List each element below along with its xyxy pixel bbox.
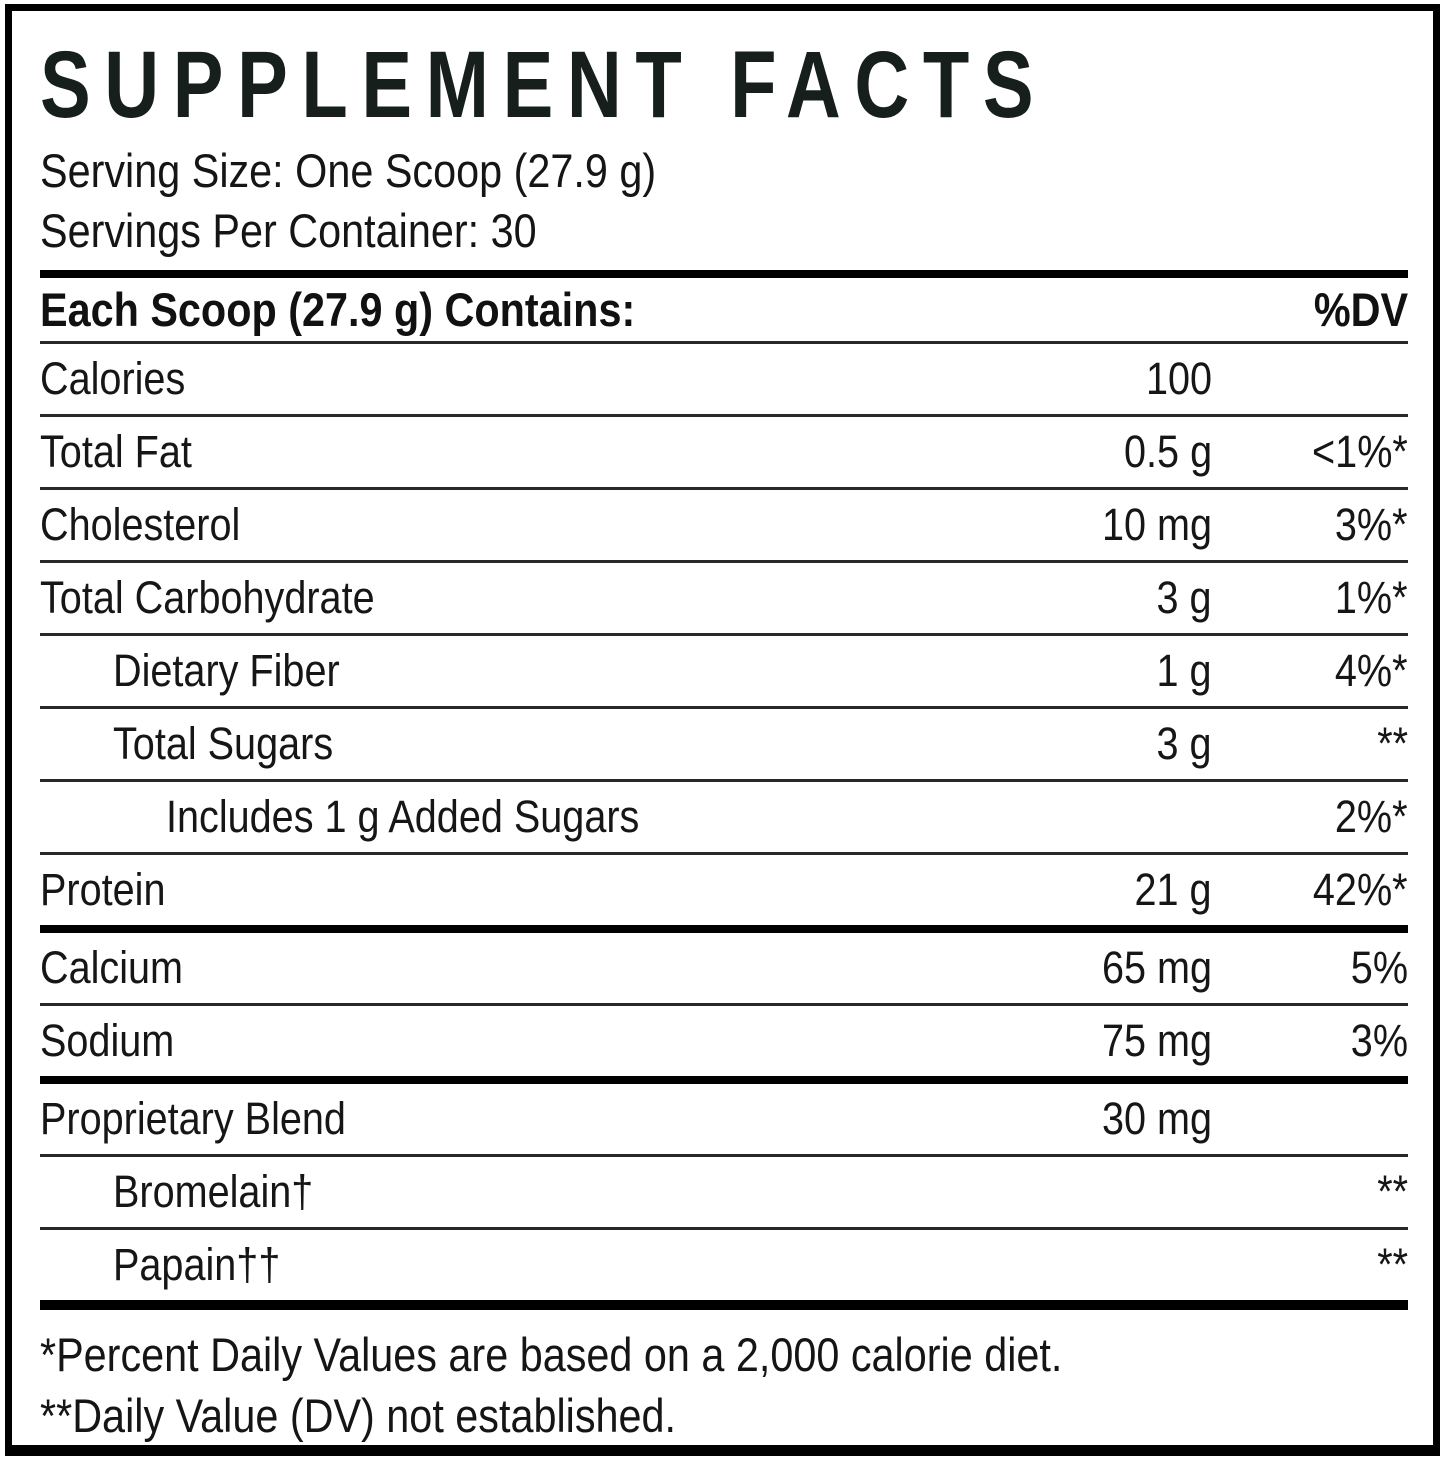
serving-size-text: Serving Size: One Scoop (27.9 g) (40, 144, 657, 197)
row-divider (40, 1003, 1408, 1006)
nutrient-amount: 30 mg (1101, 1093, 1212, 1144)
nutrient-dv: 3%* (1335, 499, 1408, 550)
nutrient-name: Total Sugars (113, 718, 334, 769)
nutrient-name: Cholesterol (40, 499, 241, 550)
row-divider (40, 414, 1408, 417)
nutrient-amount (975, 1166, 1212, 1218)
facts-header-left: Each Scoop (27.9 g) Contains: (40, 283, 636, 336)
supplement-facts-panel: SUPPLEMENT FACTS Serving Size: One Scoop… (5, 4, 1440, 1456)
nutrient-dv (1212, 1093, 1408, 1145)
nutrient-amount (975, 1239, 1212, 1291)
nutrient-dv: 2%* (1335, 791, 1408, 842)
nutrient-dv: ** (1377, 1166, 1408, 1217)
nutrient-name: Dietary Fiber (113, 645, 340, 696)
percent-dv-header: %DV (1313, 283, 1408, 336)
row-divider (40, 1227, 1408, 1230)
nutrient-amount (975, 791, 1212, 843)
nutrient-dv: 3% (1350, 1015, 1408, 1066)
nutrient-name: Total Fat (40, 426, 192, 477)
supplement-facts-title: SUPPLEMENT FACTS (40, 31, 1048, 138)
row-divider (40, 779, 1408, 782)
nutrient-amount: 3 g (1156, 718, 1212, 769)
nutrient-name: Papain†† (113, 1239, 281, 1290)
row-divider (40, 633, 1408, 636)
nutrient-name: Bromelain† (113, 1166, 314, 1217)
nutrient-name: Calories (40, 353, 186, 404)
nutrient-name: Total Carbohydrate (40, 572, 375, 623)
nutrient-dv (1212, 353, 1408, 405)
nutrient-amount: 0.5 g (1123, 426, 1212, 477)
section-divider (40, 270, 1408, 278)
table-row: Includes 1 g Added Sugars 2%* (40, 782, 1408, 852)
table-row: Bromelain† ** (40, 1157, 1408, 1227)
nutrient-amount: 10 mg (1101, 499, 1212, 550)
nutrient-name: Includes 1 g Added Sugars (166, 791, 640, 842)
row-divider (40, 487, 1408, 490)
table-row: Dietary Fiber 1 g 4%* (40, 636, 1408, 706)
table-row: Protein 21 g 42%* (40, 855, 1408, 925)
nutrient-amount: 1 g (1156, 645, 1212, 696)
nutrient-amount: 100 (1145, 353, 1212, 404)
table-row: Proprietary Blend 30 mg (40, 1084, 1408, 1154)
nutrient-dv: 5% (1350, 942, 1408, 993)
nutrient-name: Calcium (40, 942, 184, 993)
table-row: Calories 100 (40, 344, 1408, 414)
row-divider (40, 1154, 1408, 1157)
section-divider (40, 925, 1408, 933)
nutrient-name: Protein (40, 864, 166, 915)
table-row: Total Fat 0.5 g <1%* (40, 417, 1408, 487)
nutrient-amount: 21 g (1134, 864, 1212, 915)
nutrient-amount: 3 g (1156, 572, 1212, 623)
footnote-asterisk: *Percent Daily Values are based on a 2,0… (40, 1328, 1063, 1381)
nutrient-dv: <1%* (1312, 426, 1408, 477)
row-divider (40, 560, 1408, 563)
row-divider (40, 341, 1408, 344)
table-row: Sodium 75 mg 3% (40, 1006, 1408, 1076)
nutrient-dv: 42%* (1313, 864, 1408, 915)
section-divider (40, 1300, 1408, 1310)
table-row: Papain†† ** (40, 1230, 1408, 1300)
nutrient-name: Sodium (40, 1015, 175, 1066)
nutrient-amount: 75 mg (1101, 1015, 1212, 1066)
servings-per-container-text: Servings Per Container: 30 (40, 204, 537, 257)
row-divider (40, 706, 1408, 709)
footnotes: *Percent Daily Values are based on a 2,0… (40, 1310, 1408, 1446)
table-row: Total Sugars 3 g ** (40, 709, 1408, 779)
nutrient-name: Proprietary Blend (40, 1093, 346, 1144)
nutrient-dv: ** (1377, 1239, 1408, 1290)
facts-header-row: Each Scoop (27.9 g) Contains: %DV (40, 278, 1408, 341)
table-row: Cholesterol 10 mg 3%* (40, 490, 1408, 560)
row-divider (40, 852, 1408, 855)
table-row: Total Carbohydrate 3 g 1%* (40, 563, 1408, 633)
nutrient-amount: 65 mg (1101, 942, 1212, 993)
nutrient-dv: ** (1377, 718, 1408, 769)
footnote-double-asterisk: **Daily Value (DV) not established. (40, 1389, 677, 1442)
section-divider (40, 1076, 1408, 1084)
nutrient-dv: 4%* (1335, 645, 1408, 696)
nutrient-dv: 1%* (1335, 572, 1408, 623)
table-row: Calcium 65 mg 5% (40, 933, 1408, 1003)
